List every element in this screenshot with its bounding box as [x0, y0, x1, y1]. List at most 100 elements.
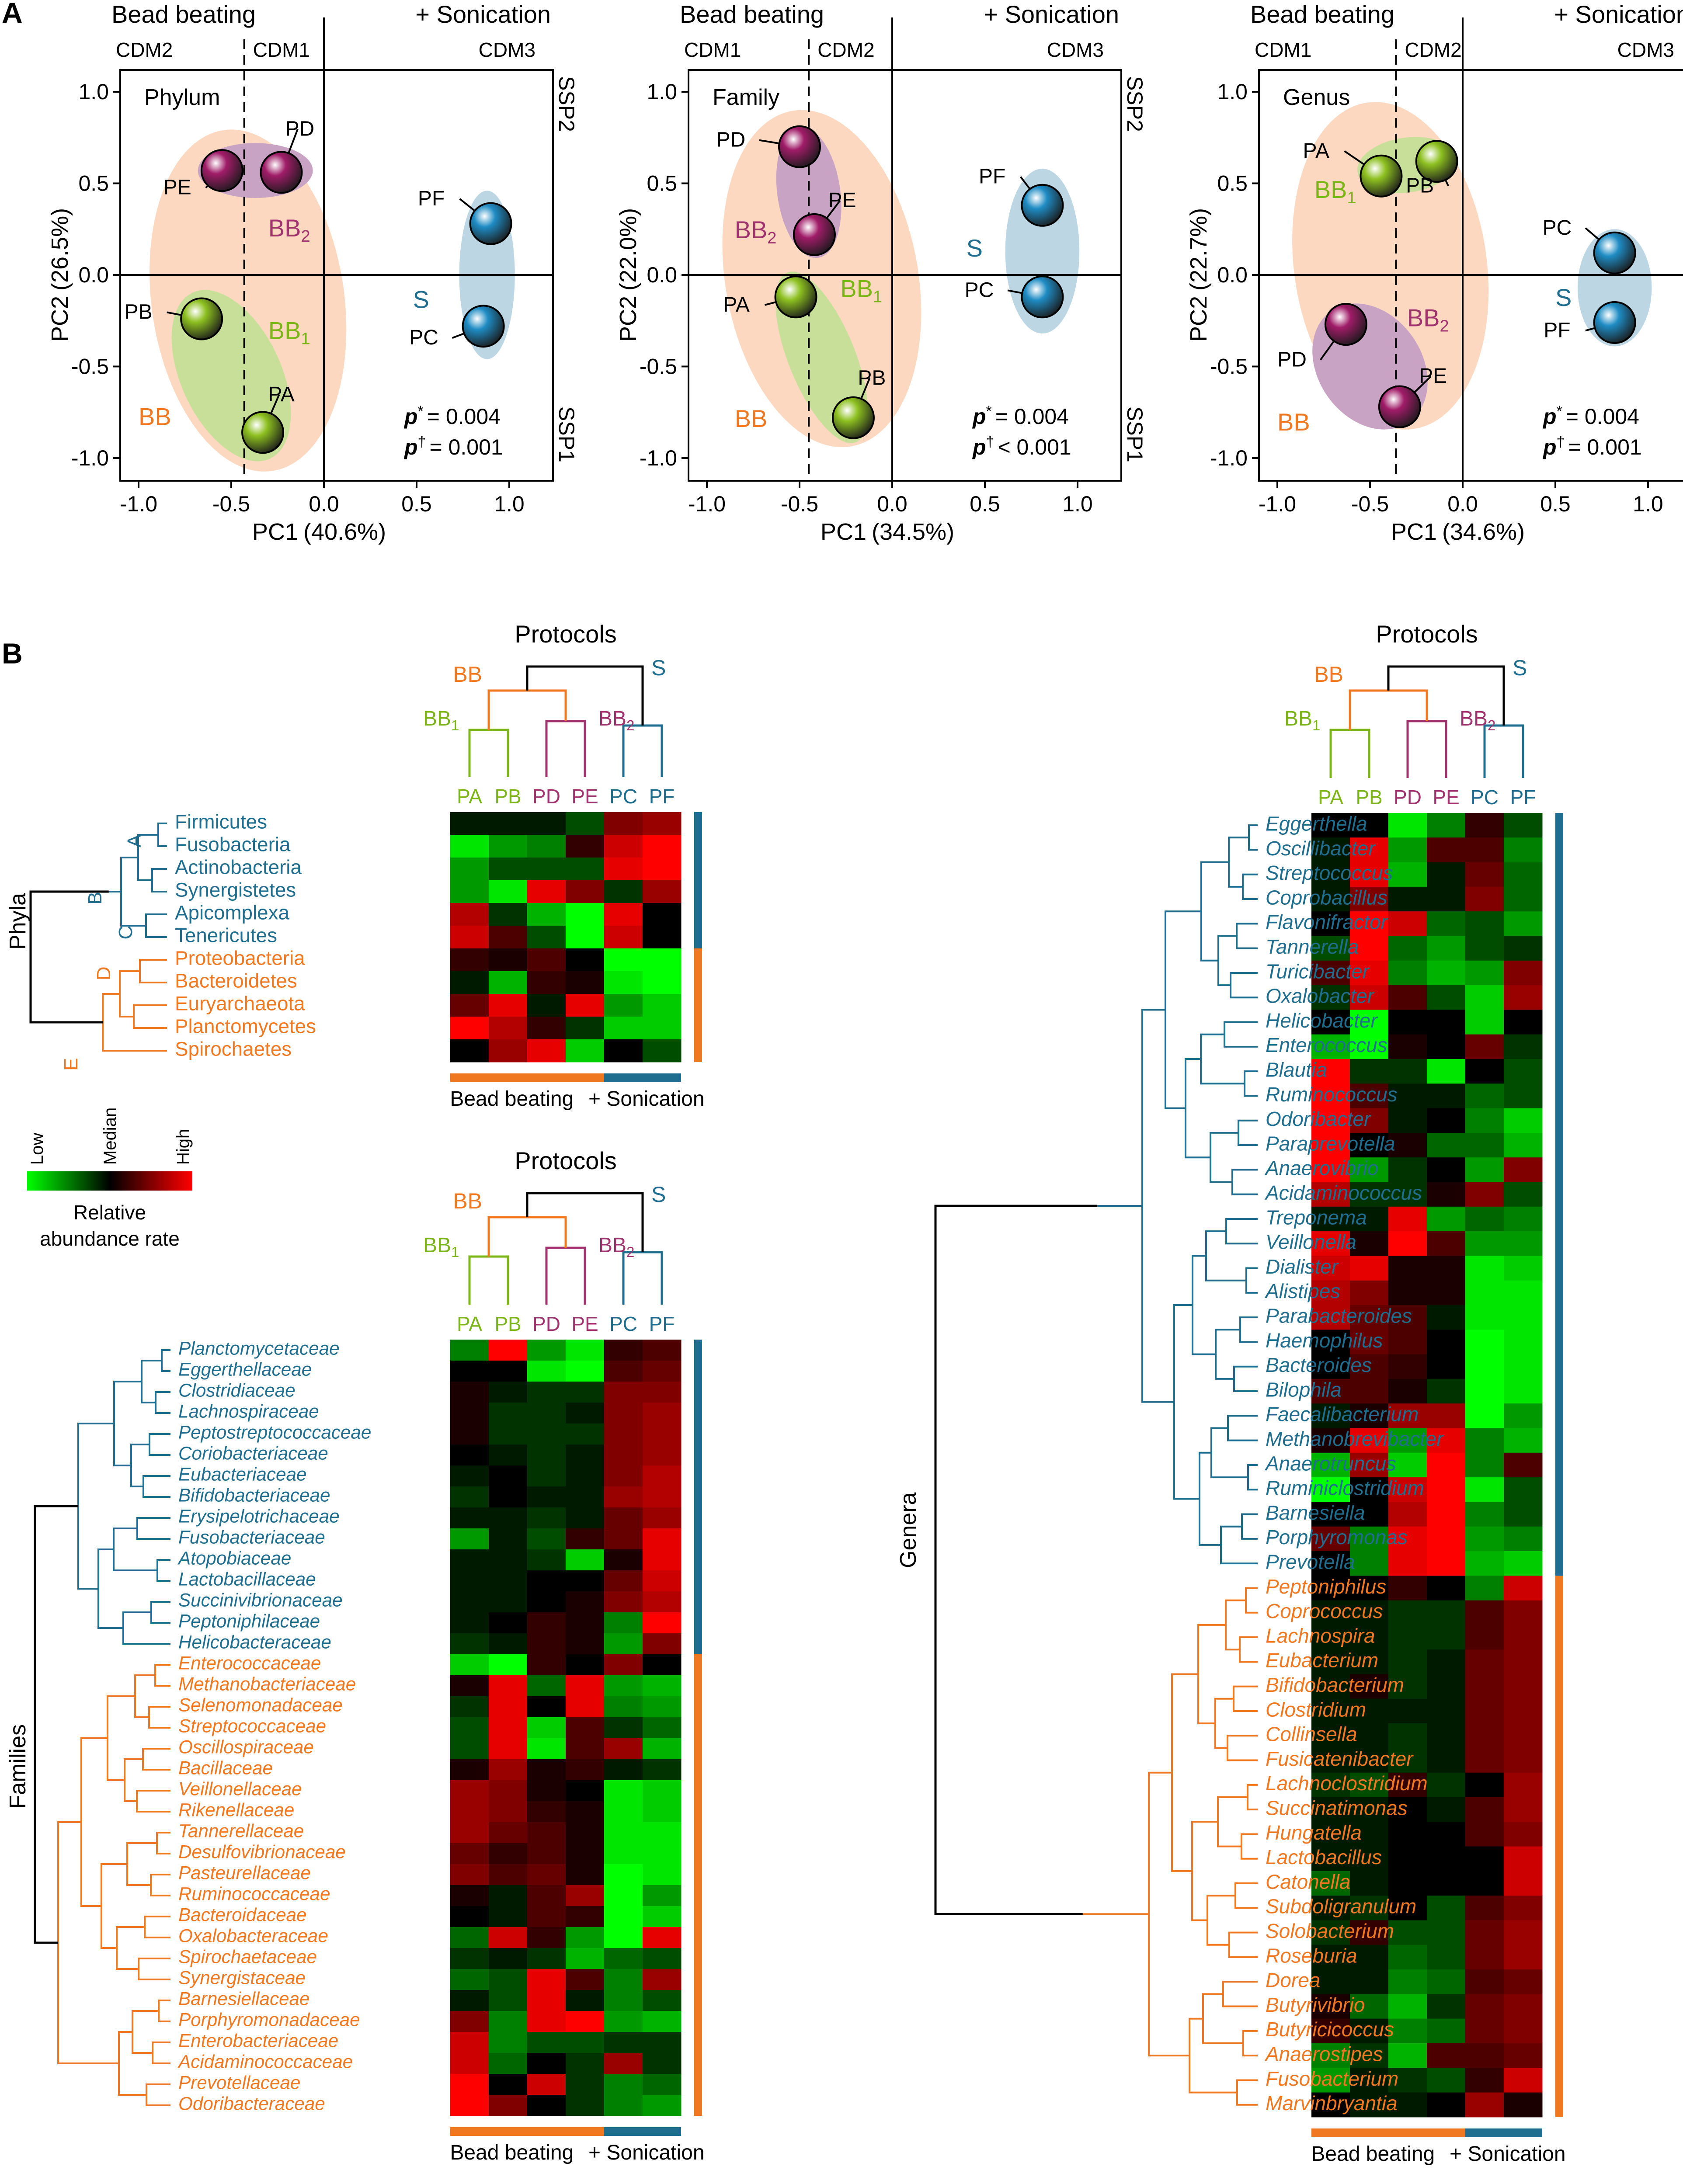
heatmap-cell	[566, 903, 605, 926]
clade-label: B	[84, 892, 106, 904]
heatmap-cell	[450, 835, 489, 858]
heatmap-cell	[604, 1738, 643, 1760]
row-dendrogram-blue	[1220, 1525, 1242, 1565]
p-value: = 0.004	[995, 404, 1069, 429]
column-label: PB	[1356, 786, 1382, 809]
heatmap-cell	[1465, 1822, 1504, 1847]
heatmap-cell	[1504, 1797, 1543, 1822]
heatmap-cell	[1350, 1231, 1389, 1256]
heatmap-cell	[450, 2095, 489, 2116]
dendrogram-label-bb1: BB1	[423, 1234, 459, 1260]
heatmap-cell	[604, 880, 643, 903]
row-label: Apicomplexa	[175, 901, 289, 924]
bar-label-bb: Bead beating	[450, 1087, 574, 1111]
axis-pct: (22.0%)	[615, 208, 641, 291]
heatmap-cell	[489, 1738, 528, 1760]
y-tick-label: 0.5	[647, 171, 677, 196]
heatmap-cell	[1388, 1182, 1427, 1207]
heatmap-cell	[1504, 1551, 1543, 1576]
heatmap-cell	[1388, 886, 1427, 912]
heatmap-cell	[566, 1822, 605, 1844]
dendrogram-label-bb2: BB2	[598, 1234, 634, 1260]
row-label: Firmicutes	[175, 810, 267, 833]
row-dendrogram-blue	[1238, 1119, 1258, 1146]
heatmap-cell	[566, 971, 605, 994]
dendrogram-label-bb2-main: BB	[1460, 707, 1488, 730]
row-label: Oscillibacter	[1266, 837, 1376, 860]
p-symbol: p	[1542, 404, 1557, 429]
heatmap-cell	[527, 2074, 566, 2095]
heatmap-cell	[1465, 1330, 1504, 1355]
dendrogram-bb1	[468, 1255, 509, 1305]
heatmap-cell	[566, 2032, 605, 2053]
heatmap-cell	[1465, 1625, 1504, 1650]
row-dendrogram-blue	[120, 857, 146, 927]
heatmap-cell	[1388, 1132, 1427, 1158]
heatmap-cell	[1311, 1206, 1350, 1232]
dendrogram-bb1	[468, 729, 509, 777]
dendrogram-label-bb2: BB2	[1460, 707, 1495, 733]
heatmap-cell	[643, 1927, 682, 1948]
legend-caption-2: abundance rate	[40, 1227, 180, 1250]
heatmap-cell	[1388, 1625, 1427, 1650]
heatmap-cell	[1311, 1305, 1350, 1330]
group-label-bb1: BB1	[268, 317, 310, 348]
pca-panels: -1.0 -1.0 -0.5 -0.5 0.0 0.0 0.5 0.5 1.0 1.0 Bead b…	[47, 0, 1683, 545]
heatmap-cell	[1388, 1403, 1427, 1428]
row-dendrogram-blue	[1200, 1033, 1245, 1085]
heatmap-cell	[1427, 1378, 1466, 1404]
heatmap-cell	[527, 903, 566, 926]
heatmap-cell	[489, 1675, 528, 1697]
x-tick-label: 0.0	[1447, 492, 1478, 516]
y-tick-label: 0.5	[78, 171, 109, 196]
row-dendrogram-blue	[1228, 837, 1249, 888]
heatmap-cell	[489, 1780, 528, 1802]
bar-label-bb: Bead beating	[1311, 2142, 1435, 2166]
heatmap-cell	[1504, 1305, 1543, 1330]
row-label: Acidaminococcaceae	[177, 2052, 353, 2072]
heatmap-cell	[450, 1990, 489, 2011]
point-label: PE	[163, 176, 191, 199]
heatmap-cell	[604, 1361, 643, 1382]
heatmap-cell	[1504, 1698, 1543, 1724]
cdm-label-right: CDM3	[479, 38, 536, 61]
heatmap-cell	[1427, 1871, 1466, 1896]
heatmap-cell	[1504, 1822, 1543, 1847]
heatmap-panels: FirmicutesFusobacteriaActinobacteriaSyne…	[5, 620, 1566, 2166]
protocol-bar-s	[604, 2127, 681, 2136]
point-pf	[469, 202, 512, 245]
heatmap-cell	[527, 1528, 566, 1550]
row-label: Tannerella	[1266, 935, 1359, 958]
heatmap-cell	[1311, 936, 1350, 961]
heatmap-cell	[489, 858, 528, 881]
row-label: Enterobacteriaceae	[178, 2031, 338, 2051]
row-label: Butyrivibrio	[1266, 1993, 1365, 2016]
row-dendrogram-orange	[138, 1958, 170, 1980]
row-dendrogram-blue	[1225, 1218, 1258, 1245]
row-dendrogram-blue	[1230, 972, 1258, 999]
p-symbol: p	[403, 404, 418, 429]
heatmap-cell	[1504, 2092, 1543, 2118]
ellipse-bb	[722, 110, 921, 448]
heatmap-cell	[450, 1738, 489, 1760]
column-label: PF	[649, 785, 675, 808]
row-label: Bacteroidaceae	[178, 1905, 307, 1925]
heatmap-cell	[450, 1361, 489, 1382]
row-label: Selenomonadaceae	[178, 1695, 343, 1715]
x-tick-label: -1.0	[1259, 492, 1296, 516]
row-label: Collinsella	[1266, 1723, 1357, 1746]
heatmap-cell	[450, 1717, 489, 1739]
heatmap-cell	[1427, 1846, 1466, 1872]
x-tick-label: 0.0	[877, 492, 908, 516]
row-label: Coriobacteriaceae	[178, 1443, 328, 1464]
point-label: PC	[965, 278, 994, 302]
clade-label: C	[115, 926, 136, 940]
row-dendrogram-blue	[156, 1559, 170, 1582]
heatmap-cell	[1465, 911, 1504, 936]
heatmap-cell	[1427, 1108, 1466, 1133]
heatmap-cell	[1427, 1723, 1466, 1748]
heatmap-cell	[450, 1424, 489, 1445]
heatmap-cell	[489, 1801, 528, 1823]
p-mark: *	[1557, 403, 1562, 420]
dendrogram-s	[1483, 724, 1524, 778]
